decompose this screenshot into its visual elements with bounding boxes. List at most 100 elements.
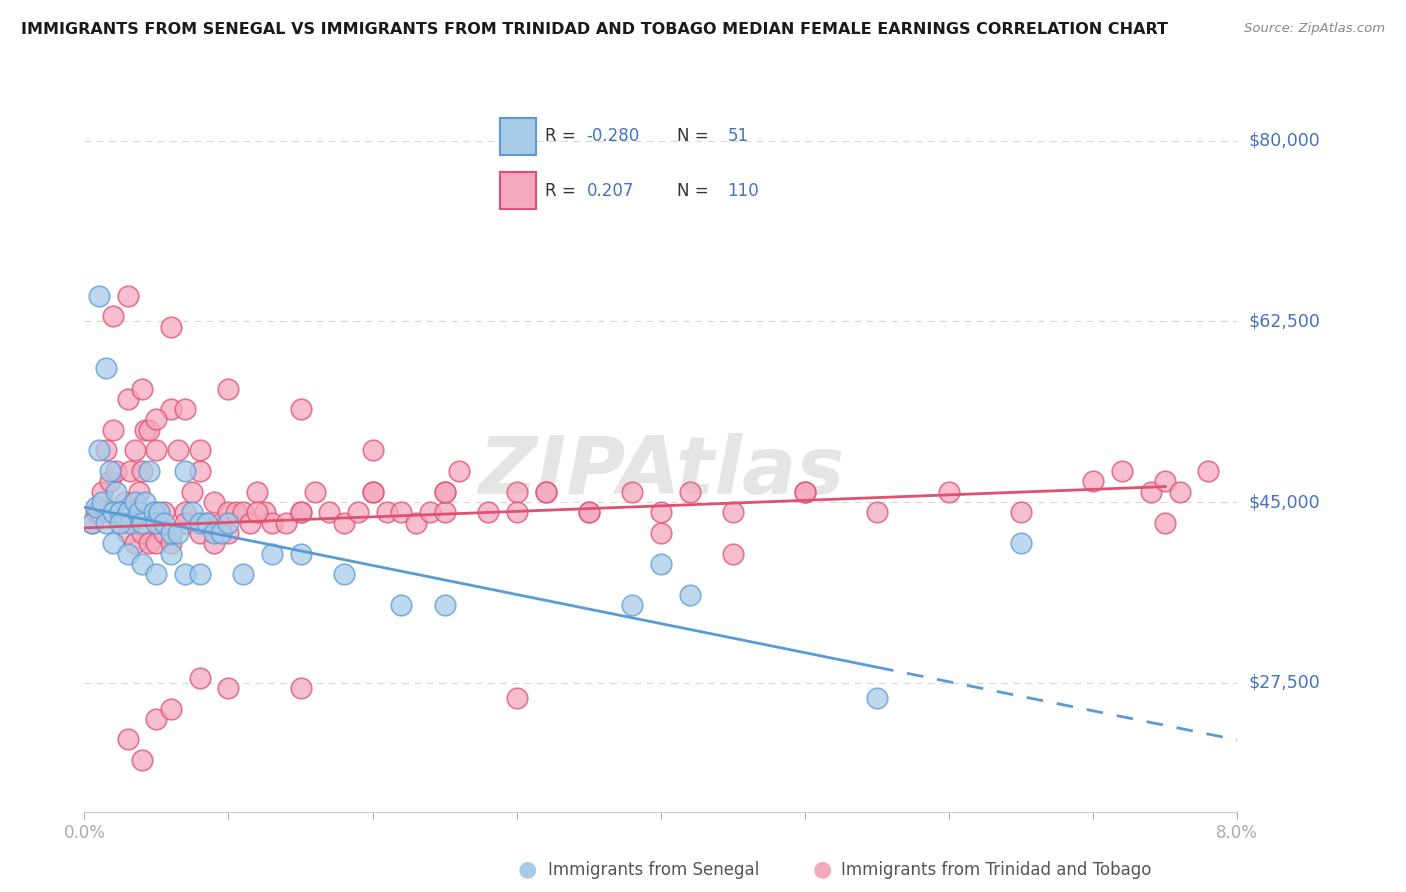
Point xyxy=(391,505,413,519)
Point xyxy=(209,526,232,541)
Point xyxy=(195,516,218,530)
Point xyxy=(679,588,702,602)
Point xyxy=(195,516,218,530)
Point xyxy=(246,484,269,499)
Point xyxy=(138,423,160,437)
Text: -0.280: -0.280 xyxy=(586,128,640,145)
Point xyxy=(103,505,124,519)
Point xyxy=(304,484,326,499)
Text: ●: ● xyxy=(813,860,832,880)
Point xyxy=(160,536,183,550)
Point xyxy=(87,288,110,302)
Point xyxy=(218,382,240,396)
Point xyxy=(160,319,183,334)
Point xyxy=(105,464,128,478)
Point xyxy=(347,505,370,519)
Point xyxy=(131,526,153,541)
Text: $45,000: $45,000 xyxy=(1249,493,1320,511)
Point xyxy=(174,505,197,519)
Point xyxy=(152,526,174,541)
Point xyxy=(361,484,384,499)
Point xyxy=(721,505,744,519)
Point xyxy=(578,505,600,519)
Point xyxy=(333,567,356,582)
Point xyxy=(103,423,124,437)
Point xyxy=(188,443,211,458)
Point xyxy=(145,516,167,530)
Point xyxy=(160,701,183,715)
Point xyxy=(1083,475,1105,489)
Point xyxy=(419,505,441,519)
Point xyxy=(142,505,165,519)
Point xyxy=(124,443,146,458)
Point xyxy=(333,516,356,530)
Point xyxy=(160,547,183,561)
Point xyxy=(174,567,197,582)
Point xyxy=(1154,516,1177,530)
Point xyxy=(117,732,139,747)
Point xyxy=(276,516,298,530)
Point xyxy=(131,753,153,767)
Point xyxy=(218,526,240,541)
Point xyxy=(202,536,225,550)
Point xyxy=(131,516,153,530)
Point xyxy=(433,505,456,519)
Point xyxy=(131,464,153,478)
Point xyxy=(80,516,103,530)
Point xyxy=(98,464,121,478)
Point xyxy=(391,599,413,613)
Point xyxy=(174,402,197,417)
Point xyxy=(145,712,167,726)
Text: R =: R = xyxy=(544,128,581,145)
Point xyxy=(290,505,312,519)
Point xyxy=(90,484,112,499)
Point xyxy=(650,505,672,519)
Point xyxy=(1168,484,1191,499)
Point xyxy=(290,505,312,519)
Point xyxy=(117,505,139,519)
Point xyxy=(1198,464,1220,478)
Point xyxy=(866,505,889,519)
Point xyxy=(506,691,529,706)
Point xyxy=(94,505,117,519)
Text: ●: ● xyxy=(517,860,537,880)
Text: Immigrants from Senegal: Immigrants from Senegal xyxy=(548,861,759,879)
Point xyxy=(110,505,132,519)
Point xyxy=(152,516,174,530)
Point xyxy=(477,505,499,519)
Point xyxy=(794,484,817,499)
Point xyxy=(794,484,817,499)
Text: $62,500: $62,500 xyxy=(1249,312,1320,330)
Point xyxy=(506,484,529,499)
Point xyxy=(167,526,190,541)
Point xyxy=(361,443,384,458)
Point xyxy=(225,505,247,519)
Point xyxy=(246,505,269,519)
Point xyxy=(134,495,156,509)
Text: $27,500: $27,500 xyxy=(1249,673,1320,691)
Point xyxy=(145,536,167,550)
Point xyxy=(650,557,672,571)
Text: Immigrants from Trinidad and Tobago: Immigrants from Trinidad and Tobago xyxy=(841,861,1152,879)
Point xyxy=(138,464,160,478)
Point xyxy=(318,505,340,519)
Point xyxy=(174,516,197,530)
Point xyxy=(938,484,960,499)
Point xyxy=(253,505,276,519)
Point xyxy=(131,557,153,571)
Point xyxy=(290,681,312,695)
Point xyxy=(94,516,117,530)
Point xyxy=(110,505,132,519)
Point xyxy=(167,443,190,458)
FancyBboxPatch shape xyxy=(499,172,536,210)
Point xyxy=(87,443,110,458)
Point xyxy=(124,495,146,509)
Point xyxy=(120,516,142,530)
Point xyxy=(103,310,124,324)
Point xyxy=(145,567,167,582)
Point xyxy=(449,464,471,478)
Point xyxy=(232,505,254,519)
Text: 51: 51 xyxy=(727,128,748,145)
Point xyxy=(105,484,128,499)
Point xyxy=(94,360,117,375)
